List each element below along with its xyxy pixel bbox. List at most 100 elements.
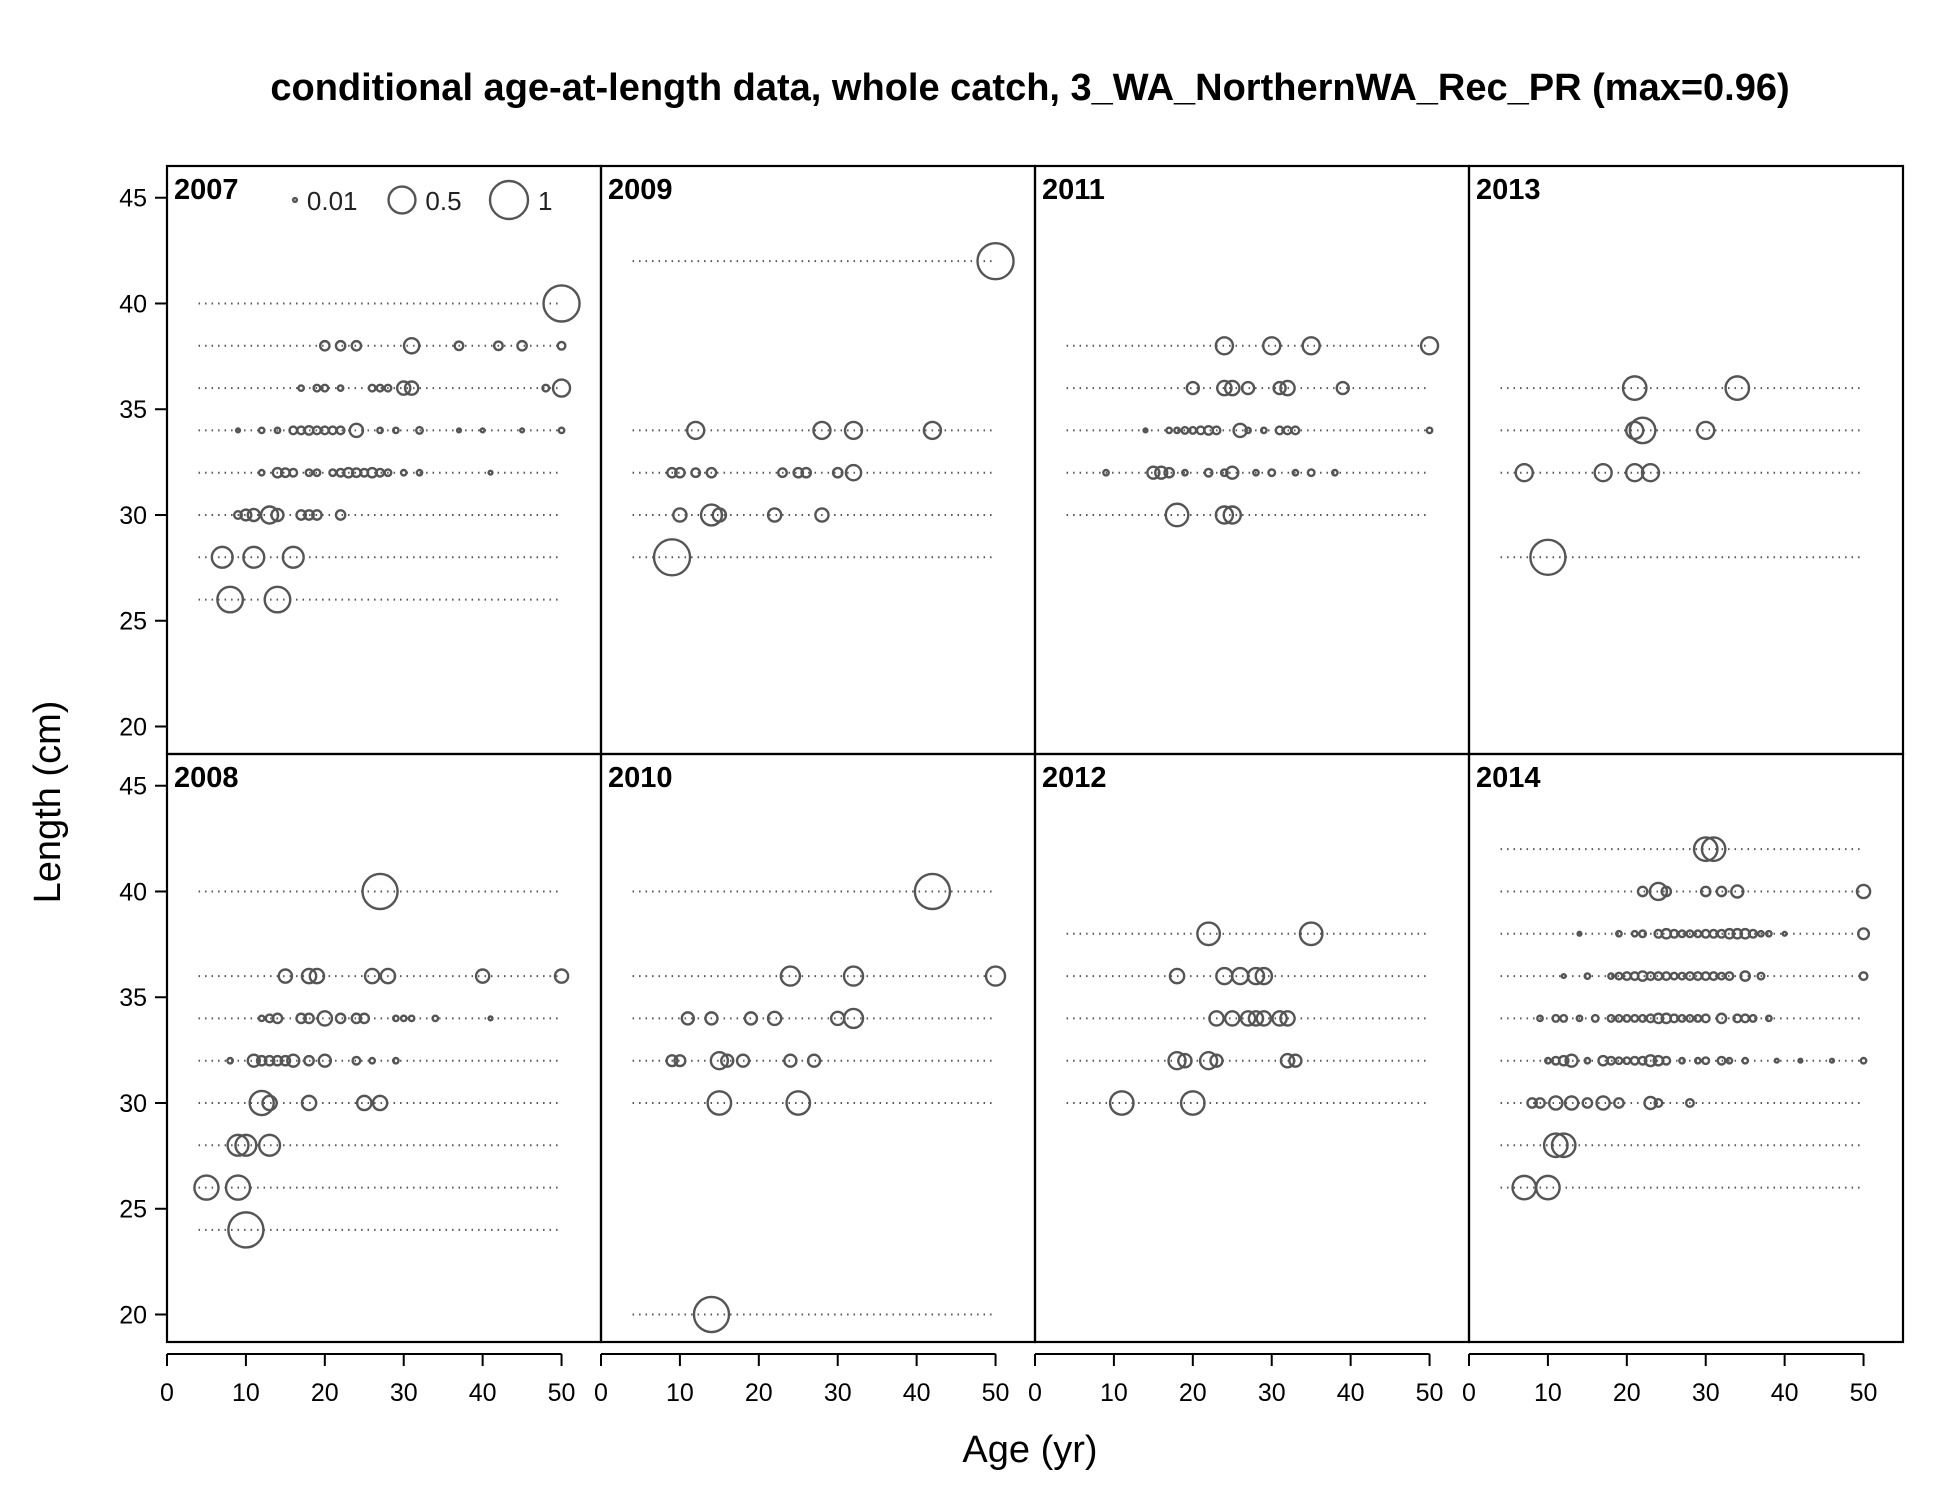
- data-bubble: [1262, 336, 1282, 356]
- data-bubble: [317, 1053, 333, 1068]
- data-bubble: [1677, 1013, 1687, 1023]
- x-tick-label: 10: [666, 1379, 694, 1407]
- data-bubble: [288, 467, 299, 478]
- data-bubble: [1693, 1056, 1702, 1065]
- data-bubble: [1239, 1010, 1257, 1027]
- data-bubble: [383, 468, 393, 478]
- panel-2010: 2010 0 10 20 30 40 50: [594, 752, 1037, 1407]
- data-bubble: [1560, 972, 1567, 980]
- data-bubble: [720, 1053, 735, 1068]
- data-bubble: [1669, 971, 1679, 981]
- data-bubble: [1661, 1055, 1672, 1066]
- data-bubble: [487, 469, 494, 476]
- data-bubble: [234, 427, 242, 434]
- data-bubble: [1244, 426, 1252, 435]
- data-bubble: [1214, 336, 1235, 356]
- data-bubble: [311, 509, 323, 521]
- y-tick-label: 35: [119, 984, 147, 1012]
- data-bubble: [335, 425, 346, 436]
- data-bubble: [453, 340, 465, 352]
- data-bubble: [259, 505, 280, 525]
- data-bubble: [518, 427, 526, 434]
- panel-label: 2014: [1476, 762, 1541, 794]
- data-bubble: [1628, 416, 1657, 445]
- y-tick-label: 35: [119, 396, 147, 424]
- data-bubble: [1252, 468, 1260, 477]
- data-bubble: [327, 425, 338, 436]
- data-bubble: [842, 1007, 865, 1030]
- data-bubble: [479, 427, 486, 434]
- x-tick-label: 50: [1850, 1379, 1878, 1407]
- data-bubble: [1146, 465, 1161, 480]
- panel-frame: [165, 164, 603, 756]
- data-bubble: [709, 1050, 730, 1071]
- data-bubble: [1643, 1095, 1658, 1111]
- data-bubble: [319, 425, 330, 436]
- data-bubble: [1858, 971, 1869, 982]
- data-bubble: [286, 1053, 301, 1068]
- data-bubble: [233, 509, 244, 520]
- legend-label: 0.01: [307, 186, 358, 216]
- data-bubble: [1154, 465, 1169, 480]
- data-bubble: [1279, 1052, 1296, 1069]
- data-bubble: [831, 466, 844, 479]
- data-bubble: [766, 1010, 783, 1027]
- data-bubble: [1557, 1054, 1570, 1067]
- data-bubble: [666, 466, 678, 479]
- size-legend: 0.01 0.5 1: [291, 179, 552, 221]
- data-bubble: [1425, 426, 1434, 435]
- data-bubble: [1211, 425, 1222, 436]
- data-bubble: [1764, 1014, 1773, 1023]
- data-bubble: [1731, 927, 1744, 940]
- data-bubble: [1542, 1132, 1569, 1159]
- data-bubble: [1550, 1132, 1577, 1159]
- data-bubble: [1583, 972, 1592, 980]
- data-bubble: [288, 425, 299, 436]
- data-bubble: [1419, 336, 1440, 356]
- data-bubble: [1607, 972, 1615, 980]
- data-bubble: [257, 426, 266, 435]
- data-bubble: [304, 468, 314, 478]
- data-bubble: [403, 380, 420, 396]
- data-bubble: [273, 426, 282, 435]
- data-bubble: [829, 1010, 846, 1027]
- x-tick-label: 0: [160, 1379, 174, 1407]
- panel-2012: 2012 0 10 20 30 40 50: [1028, 752, 1471, 1407]
- data-bubble: [1274, 425, 1285, 436]
- data-bubble: [271, 1054, 284, 1067]
- data-bubble: [415, 425, 424, 435]
- data-bubble: [1700, 1013, 1711, 1024]
- data-bubble: [363, 967, 381, 985]
- data-bubble: [399, 1014, 408, 1023]
- data-bubble: [1781, 930, 1788, 937]
- data-bubble: [556, 340, 567, 351]
- data-bubble: [1529, 538, 1567, 577]
- data-bubble: [1225, 465, 1240, 480]
- data-bubble: [1699, 885, 1712, 898]
- x-tick-label: 30: [824, 1379, 852, 1407]
- data-bubble: [1223, 379, 1241, 397]
- data-bubble: [375, 467, 386, 478]
- data-bubble: [704, 1011, 719, 1026]
- data-bubble: [1102, 468, 1110, 477]
- data-bubble: [1685, 1013, 1695, 1023]
- data-bubble: [692, 1295, 731, 1334]
- panel-2014: 2014 0 10 20 30 40 50: [1462, 752, 1905, 1407]
- data-bubble: [1630, 1013, 1640, 1023]
- data-bubble: [300, 1094, 318, 1112]
- data-bubble: [216, 585, 245, 614]
- data-bubble: [785, 1090, 812, 1116]
- data-bubble: [1622, 1013, 1632, 1023]
- data-bubble: [1167, 1050, 1187, 1071]
- data-bubble: [1669, 1013, 1680, 1024]
- data-bubble: [348, 422, 365, 439]
- panel-frame: [599, 752, 1037, 1344]
- data-bubble: [1748, 928, 1759, 939]
- data-bubble: [210, 545, 234, 569]
- data-bubble: [1606, 1055, 1617, 1066]
- data-bubble: [1660, 885, 1673, 898]
- data-bubble: [1756, 971, 1766, 981]
- data-bubble: [1595, 1095, 1611, 1111]
- data-bubble: [711, 507, 728, 523]
- x-tick-label: 10: [232, 1379, 260, 1407]
